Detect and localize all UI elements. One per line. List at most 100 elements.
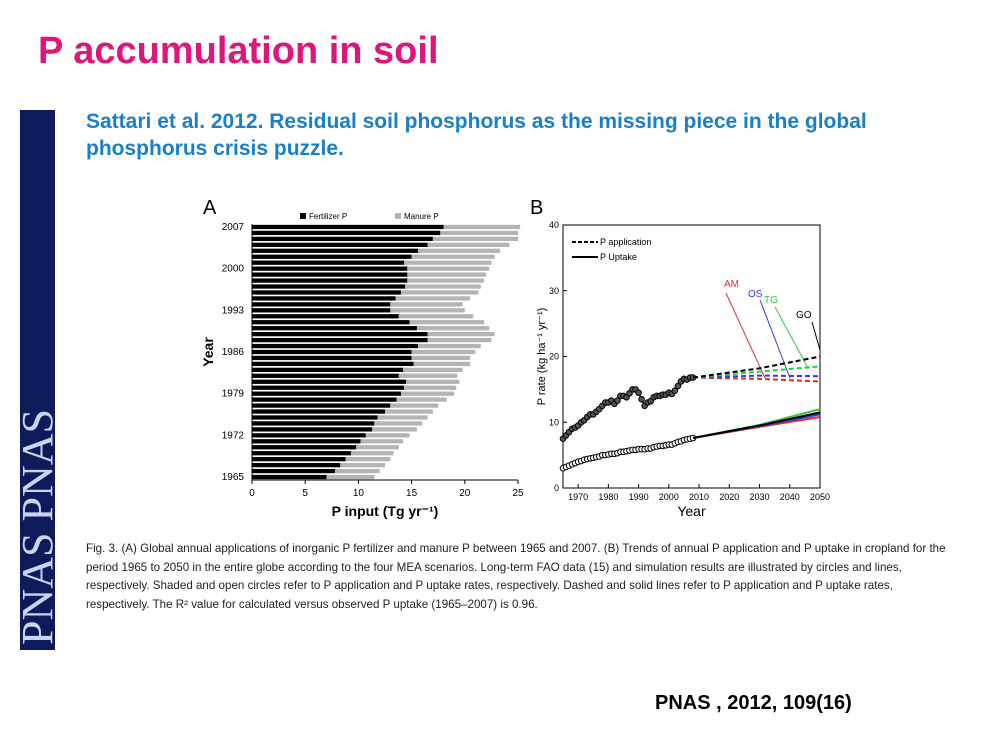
- bar: [417, 343, 481, 349]
- citation: PNAS , 2012, 109(16): [655, 692, 852, 714]
- bar: [252, 236, 433, 242]
- bar: [395, 296, 471, 301]
- y-tick-label: 1979: [222, 389, 245, 400]
- x-tick-label: 1980: [598, 492, 618, 502]
- y-tick-label: 0: [554, 483, 559, 493]
- bar: [252, 439, 361, 444]
- bar: [252, 355, 412, 361]
- bar: [403, 367, 463, 373]
- bar: [326, 474, 375, 480]
- subtitle: Sattari et al. 2012. Residual soil phosp…: [86, 110, 867, 161]
- bar: [390, 403, 439, 408]
- bar: [252, 361, 414, 367]
- x-tick-label: 2000: [659, 492, 679, 502]
- bar: [404, 385, 457, 390]
- bar: [252, 379, 407, 384]
- bar: [377, 415, 428, 420]
- bar: [407, 278, 484, 283]
- annotation-arrow: [774, 306, 809, 369]
- bar: [413, 361, 471, 367]
- x-tick-label: 0: [249, 488, 255, 499]
- bar: [356, 445, 399, 450]
- bar: [252, 290, 401, 295]
- bar: [252, 367, 404, 373]
- bar: [252, 403, 391, 408]
- bar: [252, 331, 428, 337]
- bar: [252, 343, 418, 349]
- bar: [372, 427, 417, 432]
- bar: [252, 474, 327, 480]
- data-point: [614, 397, 621, 404]
- legend-label: Fertilizer P: [309, 212, 347, 221]
- x-tick-label: 10: [353, 488, 365, 499]
- bar: [252, 397, 397, 402]
- bar: [440, 230, 518, 236]
- bar: [252, 373, 399, 378]
- y-tick-label: 1986: [222, 347, 245, 358]
- x-tick-label: 1990: [629, 492, 649, 502]
- bar: [340, 462, 385, 468]
- caption: Fig. 3. (A) Global annual applications o…: [86, 542, 946, 611]
- y-tick-label: 1965: [222, 472, 245, 483]
- annotation-label: AM: [724, 279, 739, 290]
- x-tick-label: 20: [459, 488, 471, 499]
- panel-label: A: [203, 197, 217, 219]
- bar: [252, 308, 391, 313]
- y-tick-label: 30: [549, 286, 559, 296]
- x-tick-label: 2040: [780, 492, 800, 502]
- bar: [252, 266, 408, 271]
- x-tick-label: 15: [406, 488, 418, 499]
- scenario-uptake: [692, 411, 821, 440]
- y-tick-label: 20: [549, 352, 559, 362]
- y-tick-label: 10: [549, 417, 559, 427]
- bar: [411, 254, 495, 259]
- bar: [252, 278, 408, 283]
- x-tick-label: 2030: [750, 492, 770, 502]
- bar: [374, 421, 423, 426]
- bar: [252, 462, 341, 468]
- slide-title: P accumulation in soil: [38, 30, 439, 72]
- data-point: [674, 382, 682, 390]
- legend-swatch: [395, 213, 401, 219]
- bar: [427, 242, 510, 247]
- bar: [252, 314, 399, 319]
- bar: [252, 272, 408, 277]
- y-tick-label: 2000: [222, 264, 245, 275]
- bar: [252, 320, 410, 325]
- scenario-application: [692, 374, 821, 379]
- bar: [390, 308, 465, 313]
- bar: [252, 409, 385, 414]
- bar: [252, 385, 405, 390]
- bar: [252, 326, 417, 331]
- bar: [400, 391, 455, 396]
- legend-label: P Uptake: [600, 252, 637, 262]
- x-tick-label: 2020: [719, 492, 739, 502]
- x-tick-label: 2050: [810, 492, 830, 502]
- bar: [252, 415, 378, 420]
- bar: [252, 302, 391, 307]
- bar: [252, 468, 335, 474]
- legend-label: Manure P: [404, 212, 439, 221]
- x-axis-label: P input (Tg yr⁻¹): [332, 503, 439, 519]
- y-axis-label: Year: [200, 337, 216, 367]
- x-axis-label: Year: [677, 503, 706, 519]
- bar: [411, 349, 476, 355]
- bar: [252, 427, 373, 432]
- bar: [252, 248, 418, 253]
- bar: [252, 230, 441, 236]
- y-tick-label: 1972: [222, 430, 245, 441]
- annotation-arrow: [759, 299, 791, 379]
- data-point: [671, 387, 679, 394]
- x-tick-label: 2010: [689, 492, 709, 502]
- bar: [252, 451, 351, 456]
- bar: [411, 355, 471, 361]
- bar: [252, 391, 401, 396]
- bar: [385, 409, 433, 414]
- annotation-arrow: [811, 321, 821, 351]
- annotation-label: OS: [748, 289, 763, 300]
- data-point: [638, 395, 645, 403]
- bar: [252, 242, 428, 247]
- scenario-application: [692, 365, 821, 379]
